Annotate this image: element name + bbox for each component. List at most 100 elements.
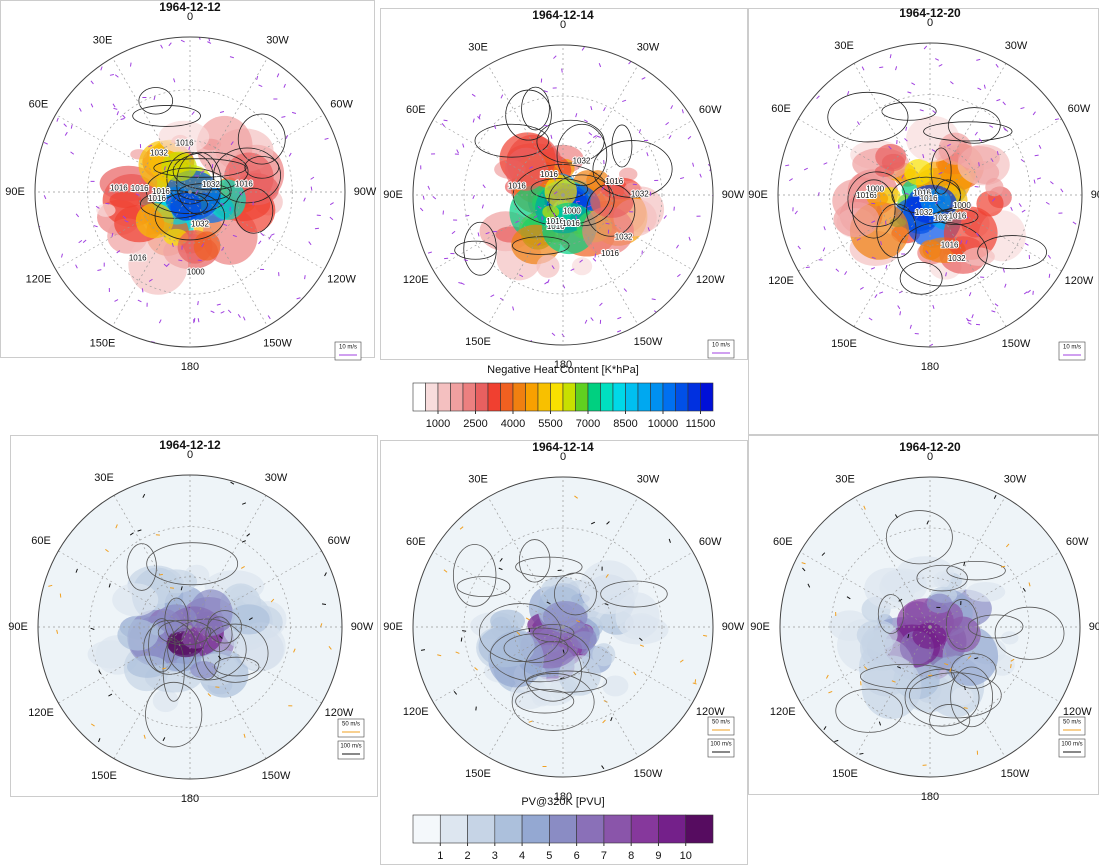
longitude-label: 150W [634,768,663,780]
colorbar-box [651,383,664,411]
longitude-label: 60W [1066,536,1089,548]
colorbar: Negative Heat Content [K*hPa]10002500400… [413,364,715,430]
longitude-label: 120W [696,274,725,286]
contour-label: 1016 [110,183,128,192]
longitude-label: 60E [771,103,791,115]
longitude-label: 60E [31,535,51,547]
longitude-label: 60W [699,104,722,116]
longitude-label: 30W [637,474,660,486]
longitude-label: 90E [383,189,403,201]
longitude-label: 30E [94,472,114,484]
colorbar-tick-label: 2500 [463,418,487,430]
longitude-label: 150W [1001,768,1030,780]
legend-label: 100 m/s [340,744,361,750]
contour-label: 1032 [150,149,168,158]
wind-arrow [967,320,971,321]
longitude-label: 120E [26,273,52,285]
colorbar-tick-label: 4 [519,850,525,862]
longitude-label: 150E [465,768,491,780]
field-shade [602,675,628,696]
longitude-label: 30W [1005,40,1028,52]
colorbar-box [526,383,539,411]
longitude-label: 90E [748,189,768,201]
colorbar-box [663,383,676,411]
longitude-label: 0 [187,449,193,461]
contour-label: 1016 [235,180,253,189]
colorbar-box [438,383,451,411]
wind-arrow [311,187,312,191]
longitude-label: 90W [351,621,374,633]
wind-arrow [215,687,219,688]
wind-arrow [170,588,174,589]
field-shade [927,594,952,614]
wind-arrow [1035,155,1039,156]
field-shade [966,582,1005,602]
longitude-label: 60E [406,104,426,116]
colorbar-box [604,815,631,843]
colorbar-tick-label: 1 [437,850,443,862]
colorbar-tick-label: 10000 [648,418,679,430]
longitude-label: 150E [831,338,857,350]
contour-label: 1016 [562,219,580,228]
colorbar-tick-label: 3 [492,850,498,862]
contour-label: 1016 [508,181,526,190]
colorbar-box [413,815,440,843]
contour-label: 1032 [915,208,933,217]
field-shade [985,178,1003,196]
longitude-label: 60E [406,536,426,548]
map-panel: 1016103210161016101610321000101610161016… [381,8,748,371]
colorbar-box [501,383,514,411]
colorbar-box [538,383,551,411]
wind-arrow [562,69,563,73]
field-shade [194,231,221,260]
colorbar-box [701,383,714,411]
colorbar-tick-label: 8500 [613,418,637,430]
field-shade [580,560,639,614]
longitude-label: 150W [1002,338,1031,350]
longitude-label: 150W [263,337,292,349]
colorbar-tick-label: 6 [574,850,580,862]
wind-arrow [444,120,448,121]
longitude-label: 120W [696,706,725,718]
legend-label: 50 m/s [1063,720,1081,726]
contour-label: 1016 [949,212,967,221]
colorbar-box [601,383,614,411]
longitude-label: 60W [699,536,722,548]
legend-label: 100 m/s [1061,742,1082,748]
contour-label: 1032 [191,219,209,228]
colorbar-box [563,383,576,411]
legend-label: 50 m/s [342,722,360,728]
colorbar-box [631,815,658,843]
longitude-label: 0 [927,451,933,463]
wind-arrow [595,254,596,258]
longitude-label: 60W [330,98,353,110]
longitude-label: 90E [5,186,25,198]
longitude-label: 30W [266,34,289,46]
contour-label: 1016 [129,254,147,263]
colorbar-box [638,383,651,411]
longitude-label: 120W [327,273,356,285]
contour-label: 1032 [631,190,649,199]
colorbar-box [551,383,564,411]
colorbar-box [440,815,467,843]
longitude-label: 90W [722,621,745,633]
wind-arrow [198,318,199,322]
map-panel: 1964-12-12030W60W90W120W150W180150E120E9… [8,436,377,805]
figure: 1032103210161016101610321016101610001016… [0,0,1099,865]
map-panel: 1964-12-20030W60W90W120W150W180150E120E9… [749,436,1099,803]
wind-arrow [305,275,306,279]
contour-label: 1016 [176,138,194,147]
field-shade [862,630,893,659]
colorbar-box [522,815,549,843]
colorbar-box [576,383,589,411]
wind-arrow [881,241,882,245]
longitude-label: 180 [921,791,939,803]
longitude-label: 120E [403,274,429,286]
colorbar-box [588,383,601,411]
wind-arrow [879,67,883,68]
longitude-label: 30E [93,34,113,46]
colorbar-tick-label: 7000 [576,418,600,430]
longitude-label: 30W [265,472,288,484]
map-panel: 1032103210161016101610321016101610001016… [1,0,377,373]
longitude-label: 150W [262,770,291,782]
